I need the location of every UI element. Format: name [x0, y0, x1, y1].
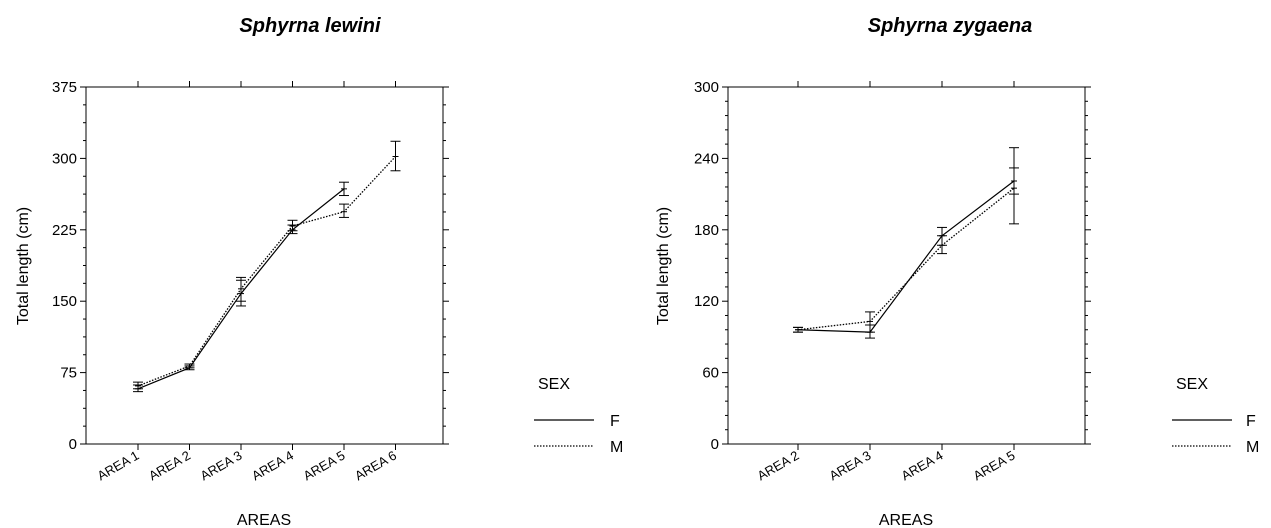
- error-bar-m: [339, 203, 349, 218]
- y-axis-label: Total length (cm): [655, 207, 672, 325]
- legend: SEX F M: [534, 376, 623, 456]
- x-axis-label: AREAS: [237, 512, 291, 528]
- x-axis-label: AREAS: [879, 512, 933, 528]
- legend-label-m: M: [610, 439, 623, 456]
- y-tick-label: 375: [52, 79, 77, 96]
- y-tick-label: 60: [702, 365, 719, 382]
- legend: SEX F M: [1172, 376, 1259, 456]
- y-tick-label: 240: [694, 150, 719, 167]
- x-tick-label: AREA 5: [301, 448, 348, 484]
- panel-sphyrna-lewini: Sphyrna lewini Total length (cm) AREAS 0…: [15, 15, 623, 528]
- legend-title: SEX: [538, 376, 570, 393]
- x-tick-label: AREA 3: [198, 448, 245, 484]
- y-tick-label: 225: [52, 222, 77, 239]
- plot-frame: [727, 86, 1086, 445]
- y-tick-label: 0: [711, 436, 719, 453]
- y-axis-label: Total length (cm): [15, 207, 32, 325]
- y-tick-label: 75: [60, 365, 77, 382]
- x-tick-label: AREA 2: [146, 448, 193, 484]
- error-bar-m: [865, 311, 875, 333]
- x-tick-label: AREA 4: [249, 448, 296, 484]
- y-tick-label: 150: [52, 293, 77, 310]
- error-bar-m: [937, 235, 947, 255]
- x-tick-label: AREA 6: [352, 448, 399, 484]
- y-tick-label: 300: [694, 79, 719, 96]
- error-bar-m: [1009, 147, 1019, 225]
- y-tick-label: 0: [69, 436, 77, 453]
- x-tick-label: AREA 3: [827, 448, 874, 484]
- x-tick-label: AREA 5: [971, 448, 1018, 484]
- chart-title: Sphyrna lewini: [239, 15, 381, 37]
- chart-title: Sphyrna zygaena: [868, 15, 1033, 37]
- legend-label-f: F: [1246, 413, 1256, 430]
- series-line-m: [797, 187, 1015, 331]
- y-tick-label: 120: [694, 293, 719, 310]
- legend-label-m: M: [1246, 439, 1259, 456]
- plot-frame: [85, 86, 444, 445]
- series-layer: [793, 147, 1019, 339]
- x-tick-label: AREA 4: [899, 448, 946, 484]
- y-tick-label: 180: [694, 222, 719, 239]
- y-tick-label: 300: [52, 150, 77, 167]
- series-layer: [133, 140, 401, 393]
- x-tick-label: AREA 2: [755, 448, 802, 484]
- legend-label-f: F: [610, 413, 620, 430]
- x-tick-label: AREA 1: [95, 448, 142, 484]
- panel-sphyrna-zygaena: Sphyrna zygaena Total length (cm) AREAS …: [655, 15, 1259, 528]
- axes: 0 60 120 180 240 300 AREA 2 AREA 3 AREA 4 AREA 5: [694, 79, 1091, 483]
- legend-title: SEX: [1176, 376, 1208, 393]
- series-line-m: [137, 156, 396, 387]
- series-line-f: [797, 180, 1015, 333]
